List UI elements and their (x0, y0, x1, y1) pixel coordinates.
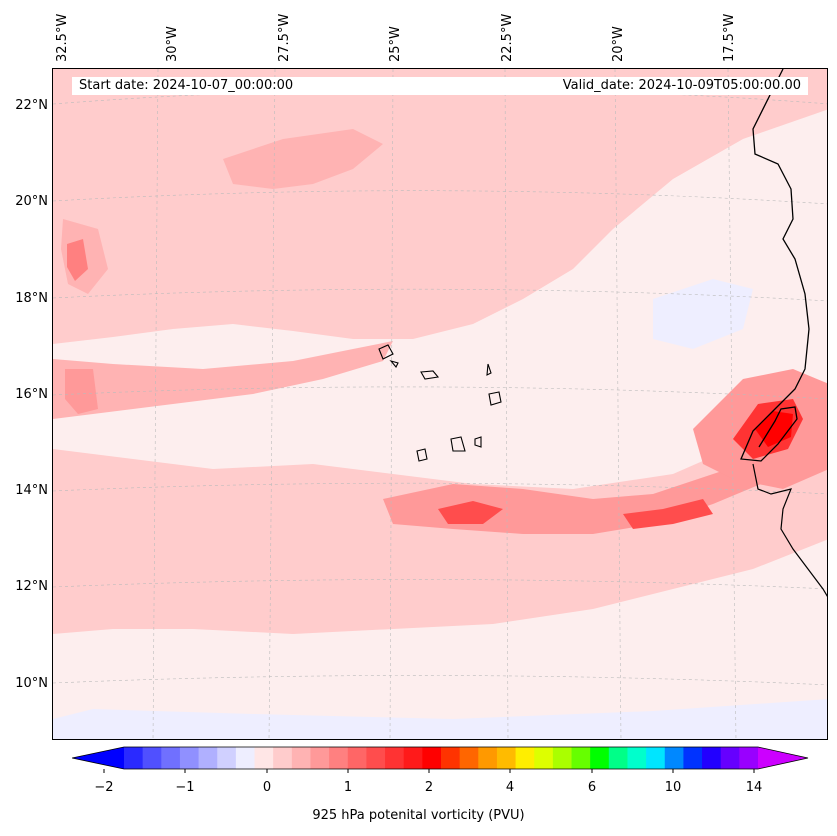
lat-label-14n: 14°N (15, 483, 48, 498)
colorbar-swatch (422, 747, 442, 769)
pv-contour-mid-band-strong (65, 369, 98, 414)
valid-date-label: Valid_date: 2024-10-09T05:00:00.00 (562, 78, 801, 93)
lat-label-22n: 22°N (15, 98, 48, 113)
cb-tick-label-neg1: −1 (175, 780, 195, 795)
colorbar-swatch (702, 747, 722, 769)
lon-label-25w: 25°W (388, 26, 403, 62)
pv-contour-north (53, 69, 827, 344)
lon-label-30w: 30°W (165, 26, 180, 62)
colorbar-swatch (366, 747, 386, 769)
colorbar-outline (72, 746, 809, 770)
info-box (72, 77, 808, 95)
lat-label-18n: 18°N (15, 291, 48, 306)
colorbar (72, 746, 809, 773)
colorbar-swatch (310, 747, 330, 769)
pv-negative-patch-east (653, 279, 753, 349)
colorbar-swatch (608, 747, 628, 769)
cb-tick-label-0: 0 (262, 780, 272, 795)
colorbar-swatch (198, 747, 218, 769)
colorbar-swatch (552, 747, 573, 769)
cape-verde-islands (378, 344, 502, 462)
colorbar-swatch (515, 747, 535, 769)
colorbar-swatch (496, 747, 517, 769)
colorbar-swatch (329, 747, 349, 769)
lat-label-12n: 12°N (15, 579, 48, 594)
west-africa-coastline-south (752, 463, 827, 597)
start-date-label: Start date: 2024-10-07_00:00:00 (79, 78, 294, 93)
lat-label-10n: 10°N (15, 676, 48, 691)
colorbar-swatch (347, 747, 367, 769)
colorbar-swatch (441, 747, 461, 769)
lon-label-32-5w: 32.5°W (55, 13, 70, 62)
cb-tick-label-4: 4 (505, 780, 515, 795)
cb-tick-label-6: 6 (587, 780, 597, 795)
colorbar-swatch (403, 747, 423, 769)
colorbar-title: 925 hPa potenital vorticity (PVU) (312, 808, 525, 823)
pv-contour-band-13n-strong (438, 501, 503, 524)
colorbar-swatch (142, 747, 162, 769)
colorbar-swatch (235, 747, 256, 769)
colorbar-swatch (664, 747, 684, 769)
colorbar-swatch (273, 747, 293, 769)
pv-contour-mid-band (53, 341, 393, 419)
colorbar-swatch (646, 747, 666, 769)
colorbar-swatch (720, 747, 740, 769)
lon-label-20w: 20°W (611, 26, 626, 62)
pv-map (52, 68, 828, 740)
colorbar-swatch (179, 747, 200, 769)
lat-label-20n: 20°N (15, 194, 48, 209)
pv-contour-west-band-strong (67, 239, 88, 281)
lat-label-16n: 16°N (15, 387, 48, 402)
lon-label-22-5w: 22.5°W (500, 13, 515, 62)
cb-tick-label-neg2: −2 (94, 780, 114, 795)
colorbar-swatch (590, 747, 610, 769)
colorbar-swatch (683, 747, 703, 769)
colorbar-swatch (627, 747, 647, 769)
cb-tick-label-10: 10 (664, 780, 682, 795)
colorbar-swatch (124, 747, 144, 769)
lon-label-17-5w: 17.5°W (722, 13, 737, 62)
colorbar-swatch (478, 747, 498, 769)
colorbar-swatch (161, 747, 181, 769)
colorbar-extend-max (758, 747, 808, 769)
colorbar-swatch (571, 747, 591, 769)
colorbar-swatch (534, 747, 554, 769)
cb-tick-label-2: 2 (424, 780, 434, 795)
colorbar-swatch (385, 747, 405, 769)
west-africa-coastline (740, 69, 810, 462)
cb-tick-label-1: 1 (343, 780, 353, 795)
pv-contour-band-13n-strong-east (623, 499, 713, 529)
pv-negative-patch-south (53, 699, 827, 739)
colorbar-swatch (739, 747, 759, 769)
pv-contour-north-strong (223, 129, 383, 189)
colorbar-extend-min (72, 747, 124, 769)
colorbar-swatch (254, 747, 274, 769)
colorbar-swatch (291, 747, 311, 769)
colorbar-swatch (459, 747, 479, 769)
pv-field (53, 69, 827, 739)
colorbar-swatch (217, 747, 237, 769)
gridlines (53, 69, 827, 739)
cb-tick-label-14: 14 (745, 780, 763, 795)
lon-label-27-5w: 27.5°W (277, 13, 292, 62)
